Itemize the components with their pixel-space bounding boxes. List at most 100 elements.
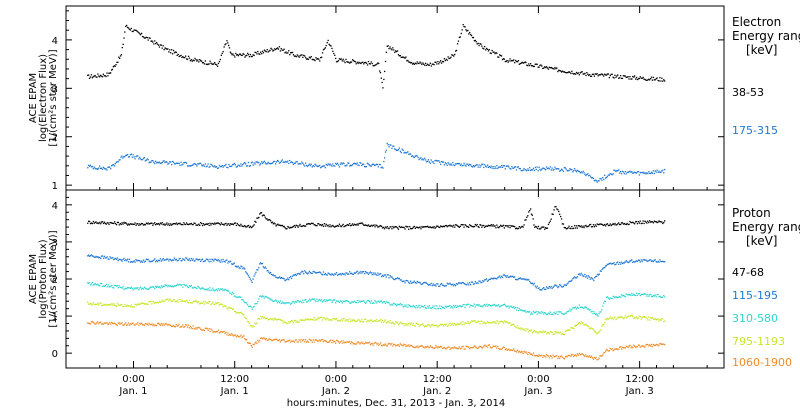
data-point [242, 268, 244, 270]
data-point [375, 320, 377, 322]
data-point [248, 322, 251, 324]
data-point [232, 163, 235, 165]
data-point [448, 283, 450, 285]
data-point [133, 324, 135, 326]
data-point [574, 73, 576, 75]
data-point [271, 221, 274, 223]
data-point [516, 166, 519, 168]
data-point [390, 304, 392, 306]
data-point [352, 162, 355, 165]
data-point [656, 261, 658, 263]
data-point [323, 299, 326, 301]
data-point [605, 265, 607, 267]
data-point [473, 225, 475, 228]
data-point [487, 50, 490, 52]
data-point [556, 168, 558, 170]
data-point [342, 273, 344, 276]
data-point [434, 347, 436, 349]
data-point [217, 222, 220, 224]
data-point [553, 68, 555, 70]
data-point [311, 166, 313, 168]
data-point [261, 295, 264, 297]
data-point [305, 298, 307, 301]
data-point [629, 294, 631, 296]
data-point [191, 302, 193, 304]
data-point [296, 341, 298, 343]
data-point [249, 342, 251, 345]
data-point [547, 312, 550, 314]
data-point [498, 276, 500, 278]
data-point [529, 329, 531, 331]
data-point [429, 62, 431, 64]
data-point [521, 309, 523, 311]
data-point [108, 166, 110, 168]
data-point [634, 317, 636, 319]
data-point [565, 284, 567, 287]
data-point [288, 321, 290, 323]
data-point [224, 44, 226, 46]
data-point [432, 347, 434, 349]
data-point [274, 223, 276, 225]
data-point [488, 49, 490, 51]
data-point [270, 47, 272, 49]
data-point [643, 259, 645, 261]
data-point [244, 268, 246, 270]
data-point [526, 170, 528, 172]
data-point [244, 316, 246, 318]
data-point [253, 305, 255, 308]
data-point [484, 164, 486, 166]
data-point [157, 322, 160, 324]
data-point [421, 226, 423, 228]
data-point [345, 58, 347, 61]
data-point [223, 330, 225, 333]
data-point [100, 75, 103, 77]
data-point [141, 322, 143, 324]
data-point [571, 225, 573, 228]
data-point [261, 50, 264, 52]
data-point [310, 163, 312, 165]
data-point [381, 345, 384, 347]
data-point [196, 258, 198, 260]
data-point [168, 162, 170, 164]
data-point [581, 306, 583, 309]
data-point [98, 75, 100, 77]
data-point [580, 306, 582, 308]
data-point [266, 163, 268, 165]
data-point [294, 55, 296, 57]
data-point [469, 224, 471, 226]
data-point [500, 224, 502, 226]
data-point [143, 223, 146, 226]
data-point [443, 226, 445, 228]
data-point [192, 223, 194, 226]
data-point [296, 300, 298, 302]
data-point [439, 285, 441, 287]
data-point [276, 48, 278, 50]
data-point [382, 301, 385, 303]
data-point [236, 54, 238, 56]
data-point [576, 306, 579, 309]
data-point [564, 312, 566, 314]
data-point [632, 347, 634, 349]
data-point [166, 222, 168, 224]
data-point [284, 161, 286, 163]
data-point [118, 258, 120, 260]
data-point [194, 300, 196, 302]
data-point [89, 222, 92, 225]
data-point [147, 303, 149, 306]
data-point [428, 324, 430, 326]
data-point [99, 167, 102, 169]
data-point [372, 321, 374, 323]
data-point [527, 328, 529, 330]
data-point [545, 330, 547, 332]
data-point [529, 311, 531, 313]
data-point [645, 259, 647, 261]
data-point [169, 49, 171, 51]
data-point [355, 163, 357, 165]
data-point [91, 281, 93, 284]
data-point [480, 305, 482, 307]
data-point [619, 316, 621, 318]
data-point [534, 166, 536, 169]
data-point [296, 273, 298, 275]
data-point [205, 63, 207, 65]
data-point [411, 306, 414, 308]
